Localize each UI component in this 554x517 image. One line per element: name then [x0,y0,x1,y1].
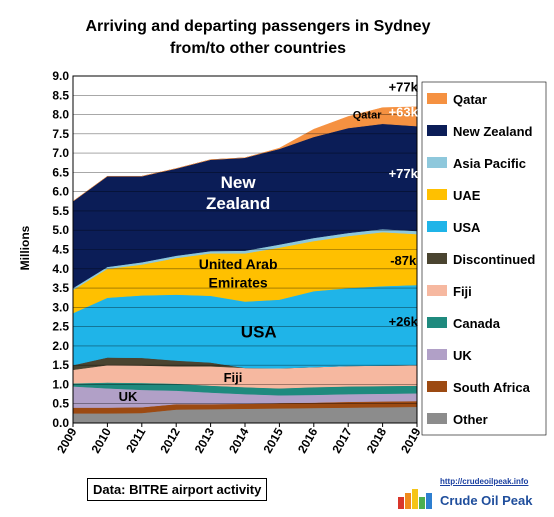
legend: Qatar New Zealand Asia Pacific UAE USA Discon… [421,81,547,436]
annotation-label: +77k [389,166,419,181]
logo-icon-bar [398,497,404,509]
annotation-label: New [221,173,257,192]
annotation-label: -87k [390,253,417,268]
logo-icon-bar [426,493,432,509]
chart-title-line2: from/to other countries [170,40,346,57]
y-tick-label: 9.0 [52,69,69,83]
legend-swatch-uk [427,349,447,360]
annotation-label: UK [119,389,138,404]
x-tick-label: 2014 [226,425,252,455]
logo-icon-bar [405,493,411,509]
legend-label-south-africa: South Africa [453,380,531,395]
logo-icon-bar [412,489,418,509]
source-note: Data: BITRE airport activity [87,478,268,501]
x-tick-label: 2017 [329,425,355,455]
annotation-label: United Arab [199,256,278,272]
annotation-label: USA [241,322,277,341]
y-tick-label: 5.5 [52,204,69,218]
y-tick-label: 4.5 [52,243,69,257]
legend-label-usa: USA [453,220,481,235]
legend-swatch-other [427,413,447,424]
annotation-label: Emirates [209,274,268,290]
legend-label-discontinued: Discontinued [453,252,535,267]
x-tick-label: 2010 [89,425,115,455]
legend-label-uae: UAE [453,188,481,203]
annotation-label: +77k [389,79,419,94]
legend-swatch-usa [427,221,447,232]
y-tick-label: 1.0 [52,377,69,391]
y-tick-label: 7.0 [52,146,69,160]
y-tick-label: 6.0 [52,185,69,199]
legend-swatch-south-africa [427,381,447,392]
annotation-label: Qatar [353,109,382,121]
y-tick-label: 3.0 [52,300,69,314]
legend-label-new-zealand: New Zealand [453,124,533,139]
x-tick-label: 2016 [295,425,321,455]
y-tick-label: 6.5 [52,165,69,179]
legend-label-qatar: Qatar [453,92,487,107]
y-tick-label: 8.0 [52,108,69,122]
legend-label-canada: Canada [453,316,501,331]
logo-icon-bar [419,497,425,509]
plot-area: 0.0 0.5 1.0 1.5 2.0 2.5 3.0 3.5 4.0 4.5 5.0 5.5 6.0 6… [52,69,423,456]
y-tick-label: 1.5 [52,358,69,372]
legend-label-uk: UK [453,348,472,363]
y-tick-label: 8.5 [52,88,69,102]
legend-swatch-new-zealand [427,125,447,136]
legend-label-fiji: Fiji [453,284,472,299]
legend-label-asia-pacific: Asia Pacific [453,156,526,171]
x-tick-label: 2015 [261,425,287,455]
y-tick-label: 0.0 [52,416,69,430]
y-tick-label: 7.5 [52,127,69,141]
x-tick-label: 2011 [123,425,148,455]
y-tick-label: 0.5 [52,397,69,411]
annotation-label: +63k [389,104,419,119]
legend-border [421,81,547,436]
legend-swatch-fiji [427,285,447,296]
legend-label-other: Other [453,412,488,427]
chart-title-line1: Arriving and departing passengers in Syd… [86,18,431,35]
annotation-label: +26k [389,314,419,329]
legend-swatch-uae [427,189,447,200]
legend-swatch-discontinued [427,253,447,264]
legend-swatch-asia-pacific [427,157,447,168]
logo-url[interactable]: http://crudeoilpeak.info [440,477,529,486]
y-tick-label: 3.5 [52,281,69,295]
x-tick-label: 2012 [157,425,183,455]
y-tick-label: 2.5 [52,320,69,334]
annotation-label: Zealand [206,194,270,213]
x-tick-label: 2018 [364,425,390,455]
legend-swatch-canada [427,317,447,328]
y-tick-label: 5.0 [52,223,69,237]
logo-name: Crude Oil Peak [440,493,533,508]
x-tick-label: 2019 [398,425,424,455]
y-tick-label: 2.0 [52,339,69,353]
annotation-label: Fiji [224,370,243,385]
plot-border [72,75,418,424]
y-tick-label: 4.0 [52,262,69,276]
legend-swatch-qatar [427,93,447,104]
x-tick-label: 2013 [192,425,218,455]
y-axis-label: Millions [18,225,32,270]
